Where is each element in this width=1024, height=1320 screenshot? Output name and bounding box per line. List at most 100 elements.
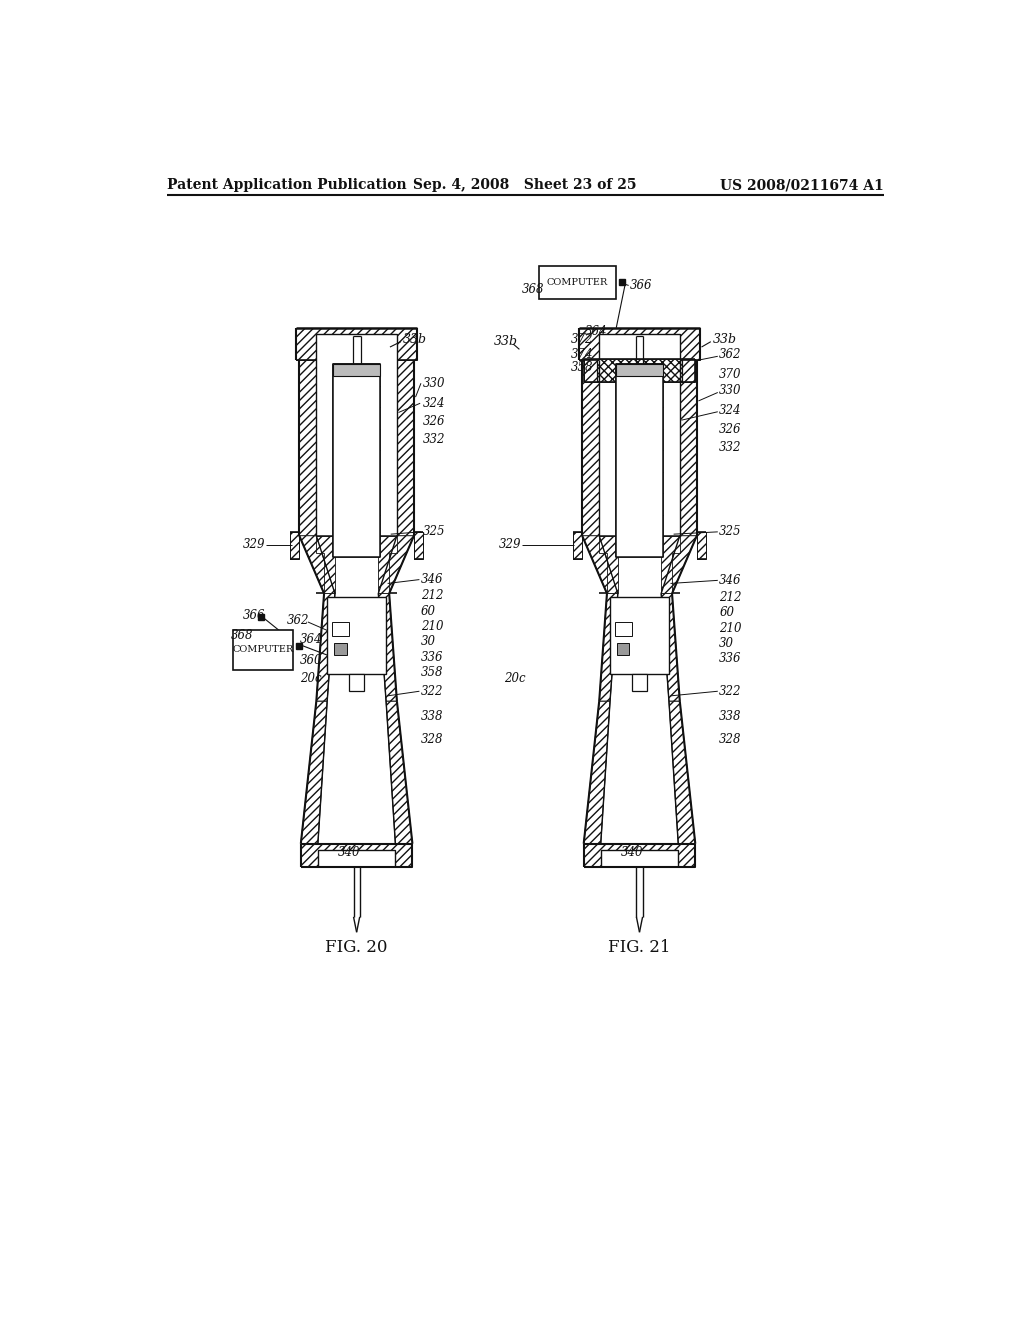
- Text: 338: 338: [719, 710, 741, 723]
- Polygon shape: [296, 327, 417, 360]
- Text: 360: 360: [300, 653, 323, 667]
- Polygon shape: [299, 536, 335, 594]
- Text: 370: 370: [719, 367, 741, 380]
- Bar: [334, 364, 380, 557]
- Text: 325: 325: [423, 525, 445, 539]
- Text: 30: 30: [719, 638, 734, 649]
- Polygon shape: [290, 532, 299, 558]
- Text: US 2008/0211674 A1: US 2008/0211674 A1: [720, 178, 884, 193]
- Text: 324: 324: [423, 397, 445, 409]
- Text: 368: 368: [521, 282, 544, 296]
- Polygon shape: [583, 536, 617, 594]
- Polygon shape: [414, 532, 423, 558]
- Polygon shape: [680, 360, 697, 536]
- Text: 346: 346: [719, 574, 741, 587]
- Bar: [328, 597, 386, 675]
- Polygon shape: [579, 327, 700, 360]
- Bar: [539, 267, 616, 298]
- Polygon shape: [655, 536, 680, 594]
- Polygon shape: [397, 360, 414, 536]
- Bar: [617, 643, 630, 655]
- Polygon shape: [316, 594, 335, 701]
- Text: 330: 330: [423, 376, 445, 389]
- Text: 33b: 33b: [403, 333, 427, 346]
- Polygon shape: [316, 536, 341, 594]
- Text: 212: 212: [421, 589, 443, 602]
- Text: 210: 210: [719, 622, 741, 635]
- Text: 60: 60: [719, 606, 734, 619]
- Text: COMPUTER: COMPUTER: [547, 279, 608, 286]
- Text: 364: 364: [586, 325, 608, 338]
- Text: 330: 330: [719, 384, 741, 397]
- Polygon shape: [599, 536, 624, 594]
- Polygon shape: [378, 594, 397, 701]
- Polygon shape: [682, 359, 695, 381]
- Polygon shape: [301, 843, 413, 867]
- Text: 329: 329: [499, 539, 521, 552]
- Text: 368: 368: [231, 630, 254, 643]
- Polygon shape: [299, 360, 316, 536]
- Text: 332: 332: [719, 441, 741, 454]
- Text: 326: 326: [719, 422, 741, 436]
- Text: 20c: 20c: [504, 672, 525, 685]
- Text: 362: 362: [287, 614, 309, 627]
- Bar: [610, 597, 669, 675]
- Text: FIG. 20: FIG. 20: [326, 939, 388, 956]
- Text: 325: 325: [719, 525, 741, 539]
- Bar: [614, 622, 632, 636]
- Bar: [232, 630, 293, 669]
- Text: 336: 336: [421, 651, 443, 664]
- Text: 332: 332: [423, 433, 445, 446]
- Text: 20c: 20c: [300, 672, 322, 685]
- Polygon shape: [301, 701, 328, 843]
- Polygon shape: [583, 360, 599, 536]
- Bar: [616, 364, 663, 376]
- Bar: [349, 675, 365, 692]
- Polygon shape: [662, 594, 680, 701]
- Text: FIG. 21: FIG. 21: [608, 939, 671, 956]
- Polygon shape: [372, 536, 397, 594]
- Text: 33b: 33b: [494, 335, 518, 348]
- Polygon shape: [599, 594, 617, 701]
- Text: 364: 364: [300, 634, 323, 647]
- Text: 340: 340: [338, 846, 360, 859]
- Text: 212: 212: [719, 591, 741, 603]
- Polygon shape: [584, 843, 695, 867]
- Text: 362: 362: [719, 348, 741, 362]
- Bar: [632, 675, 647, 692]
- Text: 336: 336: [719, 652, 741, 665]
- Text: 340: 340: [621, 846, 643, 859]
- Text: 33b: 33b: [713, 333, 737, 346]
- Text: Sep. 4, 2008   Sheet 23 of 25: Sep. 4, 2008 Sheet 23 of 25: [413, 178, 637, 193]
- Text: 322: 322: [421, 685, 443, 698]
- Polygon shape: [572, 532, 583, 558]
- Text: 329: 329: [243, 539, 265, 552]
- Polygon shape: [584, 701, 610, 843]
- Text: 324: 324: [719, 404, 741, 417]
- Text: 60: 60: [421, 605, 436, 618]
- Polygon shape: [597, 359, 682, 381]
- Text: 322: 322: [719, 685, 741, 698]
- Text: 358: 358: [571, 362, 594, 375]
- Polygon shape: [662, 536, 697, 594]
- Text: 338: 338: [421, 710, 443, 723]
- Polygon shape: [697, 532, 707, 558]
- Text: 372: 372: [571, 333, 594, 346]
- Text: COMPUTER: COMPUTER: [232, 645, 294, 655]
- Text: 30: 30: [421, 635, 436, 648]
- Bar: [334, 643, 346, 655]
- Text: 328: 328: [719, 733, 741, 746]
- Polygon shape: [386, 701, 413, 843]
- Text: 326: 326: [423, 416, 445, 428]
- Text: 366: 366: [243, 610, 265, 622]
- Text: 374: 374: [571, 348, 594, 362]
- Text: 210: 210: [421, 620, 443, 634]
- Bar: [616, 364, 663, 557]
- Bar: [332, 622, 349, 636]
- Polygon shape: [378, 536, 414, 594]
- Bar: [334, 364, 380, 376]
- Text: 328: 328: [421, 733, 443, 746]
- Text: Patent Application Publication: Patent Application Publication: [167, 178, 407, 193]
- Polygon shape: [669, 701, 695, 843]
- Text: 346: 346: [421, 573, 443, 586]
